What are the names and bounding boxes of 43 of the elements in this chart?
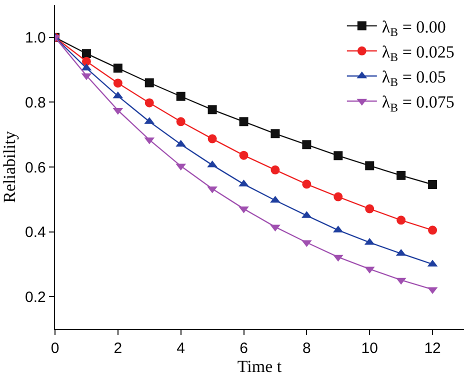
point xyxy=(144,98,154,108)
point xyxy=(176,92,186,101)
point xyxy=(270,129,280,138)
point xyxy=(396,216,406,225)
point xyxy=(365,204,374,214)
x-tick-label: 0 xyxy=(50,340,60,358)
y-tick-label: 0.4 xyxy=(25,224,46,242)
point xyxy=(428,226,438,235)
x-tick-label: 8 xyxy=(302,340,311,358)
point xyxy=(428,180,438,189)
x-tick-label: 10 xyxy=(361,340,378,358)
point xyxy=(176,117,186,126)
y-tick-label: 0.2 xyxy=(25,288,46,306)
x-tick-label: 6 xyxy=(240,340,248,358)
point xyxy=(113,64,122,73)
point xyxy=(144,78,154,88)
point xyxy=(239,150,248,160)
point xyxy=(334,151,343,160)
point xyxy=(302,180,312,189)
legend-label: λ$_{B}$ = 0.00 xyxy=(382,17,446,39)
legend-label: λ$_{B}$ = 0.075 xyxy=(382,92,454,114)
point xyxy=(208,134,217,144)
point xyxy=(334,192,343,202)
y-tick-label: 0.6 xyxy=(25,159,46,176)
point xyxy=(270,165,280,174)
y-tick-label: 0.8 xyxy=(25,94,46,112)
point xyxy=(82,49,91,58)
x-axis-title: Time t xyxy=(237,357,282,376)
y-tick-label: 1.0 xyxy=(25,30,46,47)
x-tick-label: 2 xyxy=(114,340,122,358)
point xyxy=(113,78,122,88)
point xyxy=(208,105,217,114)
point xyxy=(365,161,374,170)
point xyxy=(270,196,280,203)
point xyxy=(396,170,406,180)
legend-label: λ$_{B}$ = 0.025 xyxy=(382,42,454,64)
y-axis-title: Reliability xyxy=(0,130,19,203)
point xyxy=(239,117,248,126)
point xyxy=(82,56,91,66)
point xyxy=(302,140,312,150)
legend-label: λ$_{B}$ = 0.05 xyxy=(382,68,446,90)
x-tick-label: 12 xyxy=(424,340,441,358)
x-tick-label: 4 xyxy=(176,340,186,358)
